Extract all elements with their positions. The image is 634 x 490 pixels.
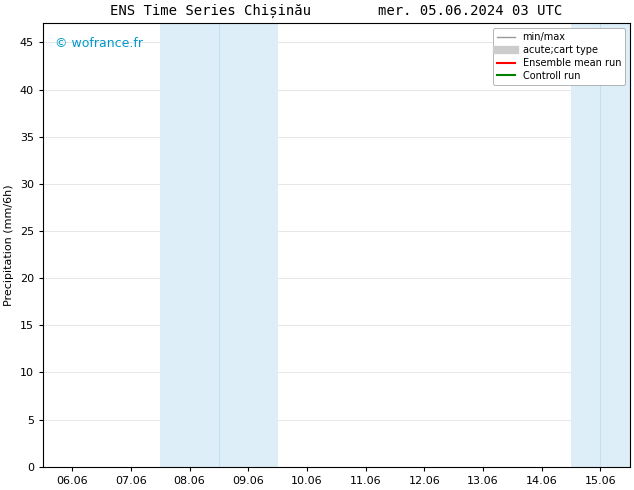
Legend: min/max, acute;cart type, Ensemble mean run, Controll run: min/max, acute;cart type, Ensemble mean …: [493, 28, 625, 85]
Title: ENS Time Series Chișinău        mer. 05.06.2024 03 UTC: ENS Time Series Chișinău mer. 05.06.2024…: [110, 4, 562, 18]
Bar: [160, 24, 278, 467]
Text: © wofrance.fr: © wofrance.fr: [55, 37, 143, 50]
Y-axis label: Precipitation (mm/6h): Precipitation (mm/6h): [4, 184, 14, 306]
Bar: [571, 24, 630, 467]
